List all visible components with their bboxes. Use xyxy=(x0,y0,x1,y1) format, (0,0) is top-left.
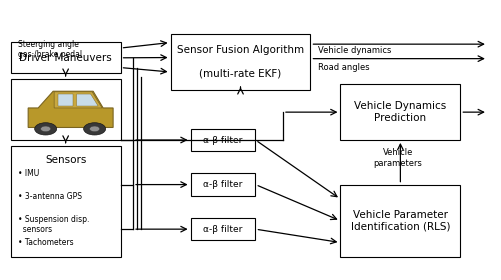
Text: Sensor Fusion Algorithm

(multi-rate EKF): Sensor Fusion Algorithm (multi-rate EKF) xyxy=(177,45,304,79)
FancyBboxPatch shape xyxy=(341,84,460,140)
Polygon shape xyxy=(28,91,113,127)
Text: Vehicle dynamics: Vehicle dynamics xyxy=(318,46,391,55)
Text: Steerging angle
gas /brake pedal: Steerging angle gas /brake pedal xyxy=(18,40,82,59)
Circle shape xyxy=(41,126,51,132)
Polygon shape xyxy=(54,92,102,108)
Text: Driver Maneuvers: Driver Maneuvers xyxy=(19,53,112,63)
Text: • 3-antenna GPS: • 3-antenna GPS xyxy=(18,192,82,201)
Text: Vehicle Dynamics
Prediction: Vehicle Dynamics Prediction xyxy=(354,101,446,123)
Text: α-β filter: α-β filter xyxy=(203,180,242,189)
FancyBboxPatch shape xyxy=(341,185,460,257)
Text: α-β filter: α-β filter xyxy=(203,136,242,144)
Polygon shape xyxy=(77,94,98,106)
FancyBboxPatch shape xyxy=(170,34,311,90)
FancyBboxPatch shape xyxy=(11,146,121,257)
FancyBboxPatch shape xyxy=(11,43,121,73)
Circle shape xyxy=(84,123,106,135)
Text: Vehicle
parameters: Vehicle parameters xyxy=(373,148,422,168)
Polygon shape xyxy=(58,94,73,106)
Text: Vehicle Parameter
Identification (RLS): Vehicle Parameter Identification (RLS) xyxy=(351,210,450,232)
Circle shape xyxy=(90,126,100,132)
Text: α-β filter: α-β filter xyxy=(203,225,242,234)
FancyBboxPatch shape xyxy=(190,218,256,240)
FancyBboxPatch shape xyxy=(11,79,121,140)
FancyBboxPatch shape xyxy=(190,129,256,151)
Text: Road angles: Road angles xyxy=(318,62,370,71)
Circle shape xyxy=(35,123,57,135)
Text: • IMU: • IMU xyxy=(18,169,40,178)
Text: Sensors: Sensors xyxy=(45,155,86,165)
Text: • Suspension disp.
  sensors: • Suspension disp. sensors xyxy=(18,215,90,234)
Text: • Tachometers: • Tachometers xyxy=(18,238,74,247)
FancyBboxPatch shape xyxy=(190,173,256,196)
